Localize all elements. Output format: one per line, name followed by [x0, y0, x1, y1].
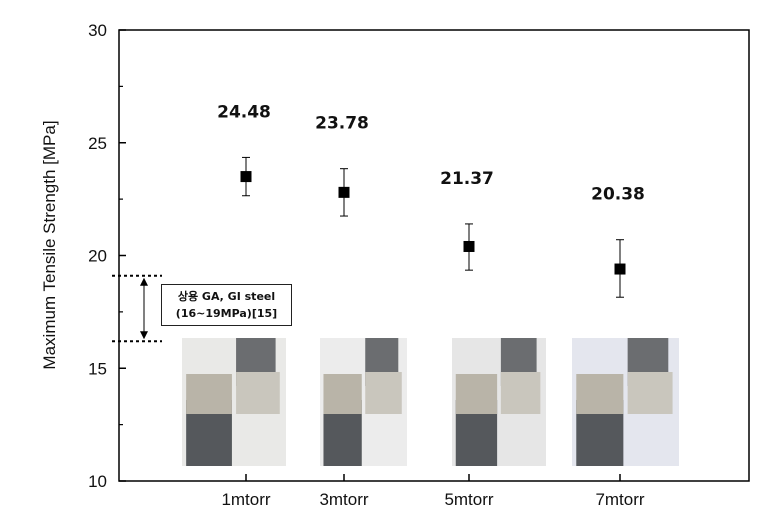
data-point-marker [240, 171, 252, 183]
y-tick-label: 25 [88, 134, 107, 153]
x-tick-label: 1mtorr [221, 490, 270, 509]
fracture-surface-left [576, 374, 624, 414]
data-point-marker [338, 186, 350, 198]
specimen-photo-3mtorr [320, 338, 407, 466]
data-point-marker [614, 263, 626, 275]
fracture-surface-left [186, 374, 232, 414]
reference-arrow-head-down [140, 331, 148, 340]
data-label: 24.48 [217, 102, 271, 122]
fracture-surface-left [455, 374, 498, 414]
y-tick-label: 15 [88, 359, 107, 378]
x-tick-label: 3mtorr [319, 490, 368, 509]
data-label: 21.37 [440, 169, 494, 189]
reference-range-label-line2: (16~19MPa)[15] [175, 307, 278, 320]
specimen-photo-1mtorr [182, 338, 286, 466]
data-point-marker [463, 240, 475, 252]
fracture-surface-left [323, 374, 362, 414]
fracture-surface-right [236, 372, 280, 414]
specimen-photos [182, 338, 679, 466]
reference-range-label-line1: 상용 GA, GI steel [177, 290, 276, 303]
y-tick-label: 20 [88, 247, 107, 266]
x-tick-label: 5mtorr [444, 490, 493, 509]
data-points: 24.48 23.78 21.37 20.38 [217, 102, 645, 298]
data-label: 23.78 [315, 114, 369, 134]
y-tick-label: 10 [88, 472, 107, 491]
reference-arrow-head-up [140, 277, 148, 286]
reference-range [112, 274, 162, 343]
fracture-surface-right [365, 372, 402, 414]
fracture-surface-right [500, 372, 541, 414]
reference-range-label: 상용 GA, GI steel (16~19MPa)[15] [161, 284, 292, 326]
fracture-surface-right [627, 372, 673, 414]
x-axis: 1mtorr 3mtorr 5mtorr 7mtorr [221, 474, 645, 509]
specimen-photo-7mtorr [572, 338, 679, 466]
specimen-photo-5mtorr [452, 338, 546, 466]
y-axis: 10 15 20 25 30 [88, 21, 126, 491]
x-tick-label: 7mtorr [595, 490, 644, 509]
y-tick-label: 30 [88, 21, 107, 40]
data-label: 20.38 [591, 185, 645, 205]
y-axis-title: Maximum Tensile Strength [MPa] [40, 120, 59, 369]
